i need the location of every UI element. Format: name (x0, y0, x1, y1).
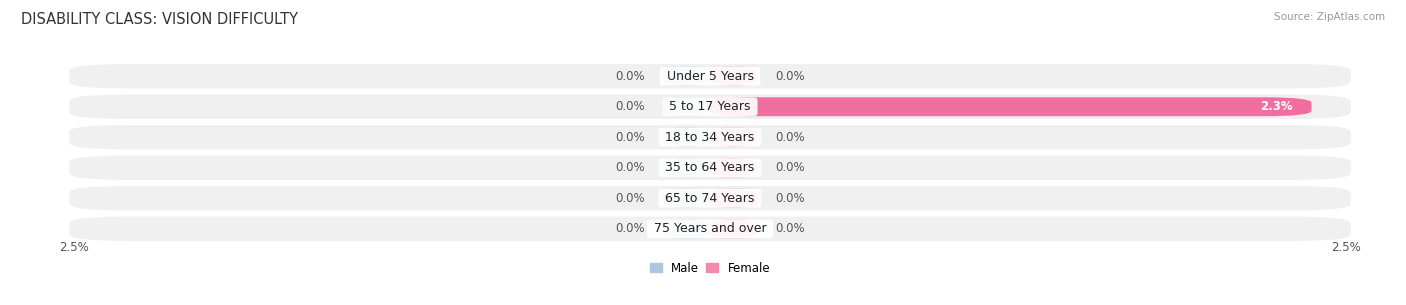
Text: Under 5 Years: Under 5 Years (662, 70, 758, 83)
FancyBboxPatch shape (69, 95, 1351, 119)
Text: 2.5%: 2.5% (1331, 241, 1361, 254)
Text: 0.0%: 0.0% (776, 70, 806, 83)
FancyBboxPatch shape (664, 67, 710, 86)
Text: 0.0%: 0.0% (614, 161, 644, 174)
FancyBboxPatch shape (710, 67, 756, 86)
FancyBboxPatch shape (710, 158, 756, 177)
Text: 75 Years and over: 75 Years and over (650, 222, 770, 235)
FancyBboxPatch shape (69, 125, 1351, 149)
FancyBboxPatch shape (69, 64, 1351, 88)
Text: 65 to 74 Years: 65 to 74 Years (661, 192, 759, 205)
Legend: Male, Female: Male, Female (645, 257, 775, 279)
Text: 2.5%: 2.5% (59, 241, 89, 254)
Text: 18 to 34 Years: 18 to 34 Years (661, 131, 759, 144)
FancyBboxPatch shape (69, 186, 1351, 210)
FancyBboxPatch shape (710, 189, 756, 208)
Text: 0.0%: 0.0% (776, 222, 806, 235)
Text: 35 to 64 Years: 35 to 64 Years (661, 161, 759, 174)
FancyBboxPatch shape (710, 128, 756, 147)
Text: 0.0%: 0.0% (614, 100, 644, 113)
FancyBboxPatch shape (664, 97, 710, 116)
Text: 5 to 17 Years: 5 to 17 Years (665, 100, 755, 113)
Text: 0.0%: 0.0% (614, 222, 644, 235)
Text: 0.0%: 0.0% (776, 131, 806, 144)
Text: 0.0%: 0.0% (776, 192, 806, 205)
FancyBboxPatch shape (664, 189, 710, 208)
FancyBboxPatch shape (69, 156, 1351, 180)
Text: 0.0%: 0.0% (614, 131, 644, 144)
Text: 0.0%: 0.0% (614, 192, 644, 205)
FancyBboxPatch shape (664, 219, 710, 238)
FancyBboxPatch shape (664, 158, 710, 177)
Text: 2.3%: 2.3% (1261, 100, 1294, 113)
FancyBboxPatch shape (710, 97, 1312, 116)
Text: 0.0%: 0.0% (614, 70, 644, 83)
Text: DISABILITY CLASS: VISION DIFFICULTY: DISABILITY CLASS: VISION DIFFICULTY (21, 12, 298, 27)
FancyBboxPatch shape (710, 219, 756, 238)
FancyBboxPatch shape (69, 217, 1351, 241)
Text: 0.0%: 0.0% (776, 161, 806, 174)
Text: Source: ZipAtlas.com: Source: ZipAtlas.com (1274, 12, 1385, 22)
FancyBboxPatch shape (664, 128, 710, 147)
